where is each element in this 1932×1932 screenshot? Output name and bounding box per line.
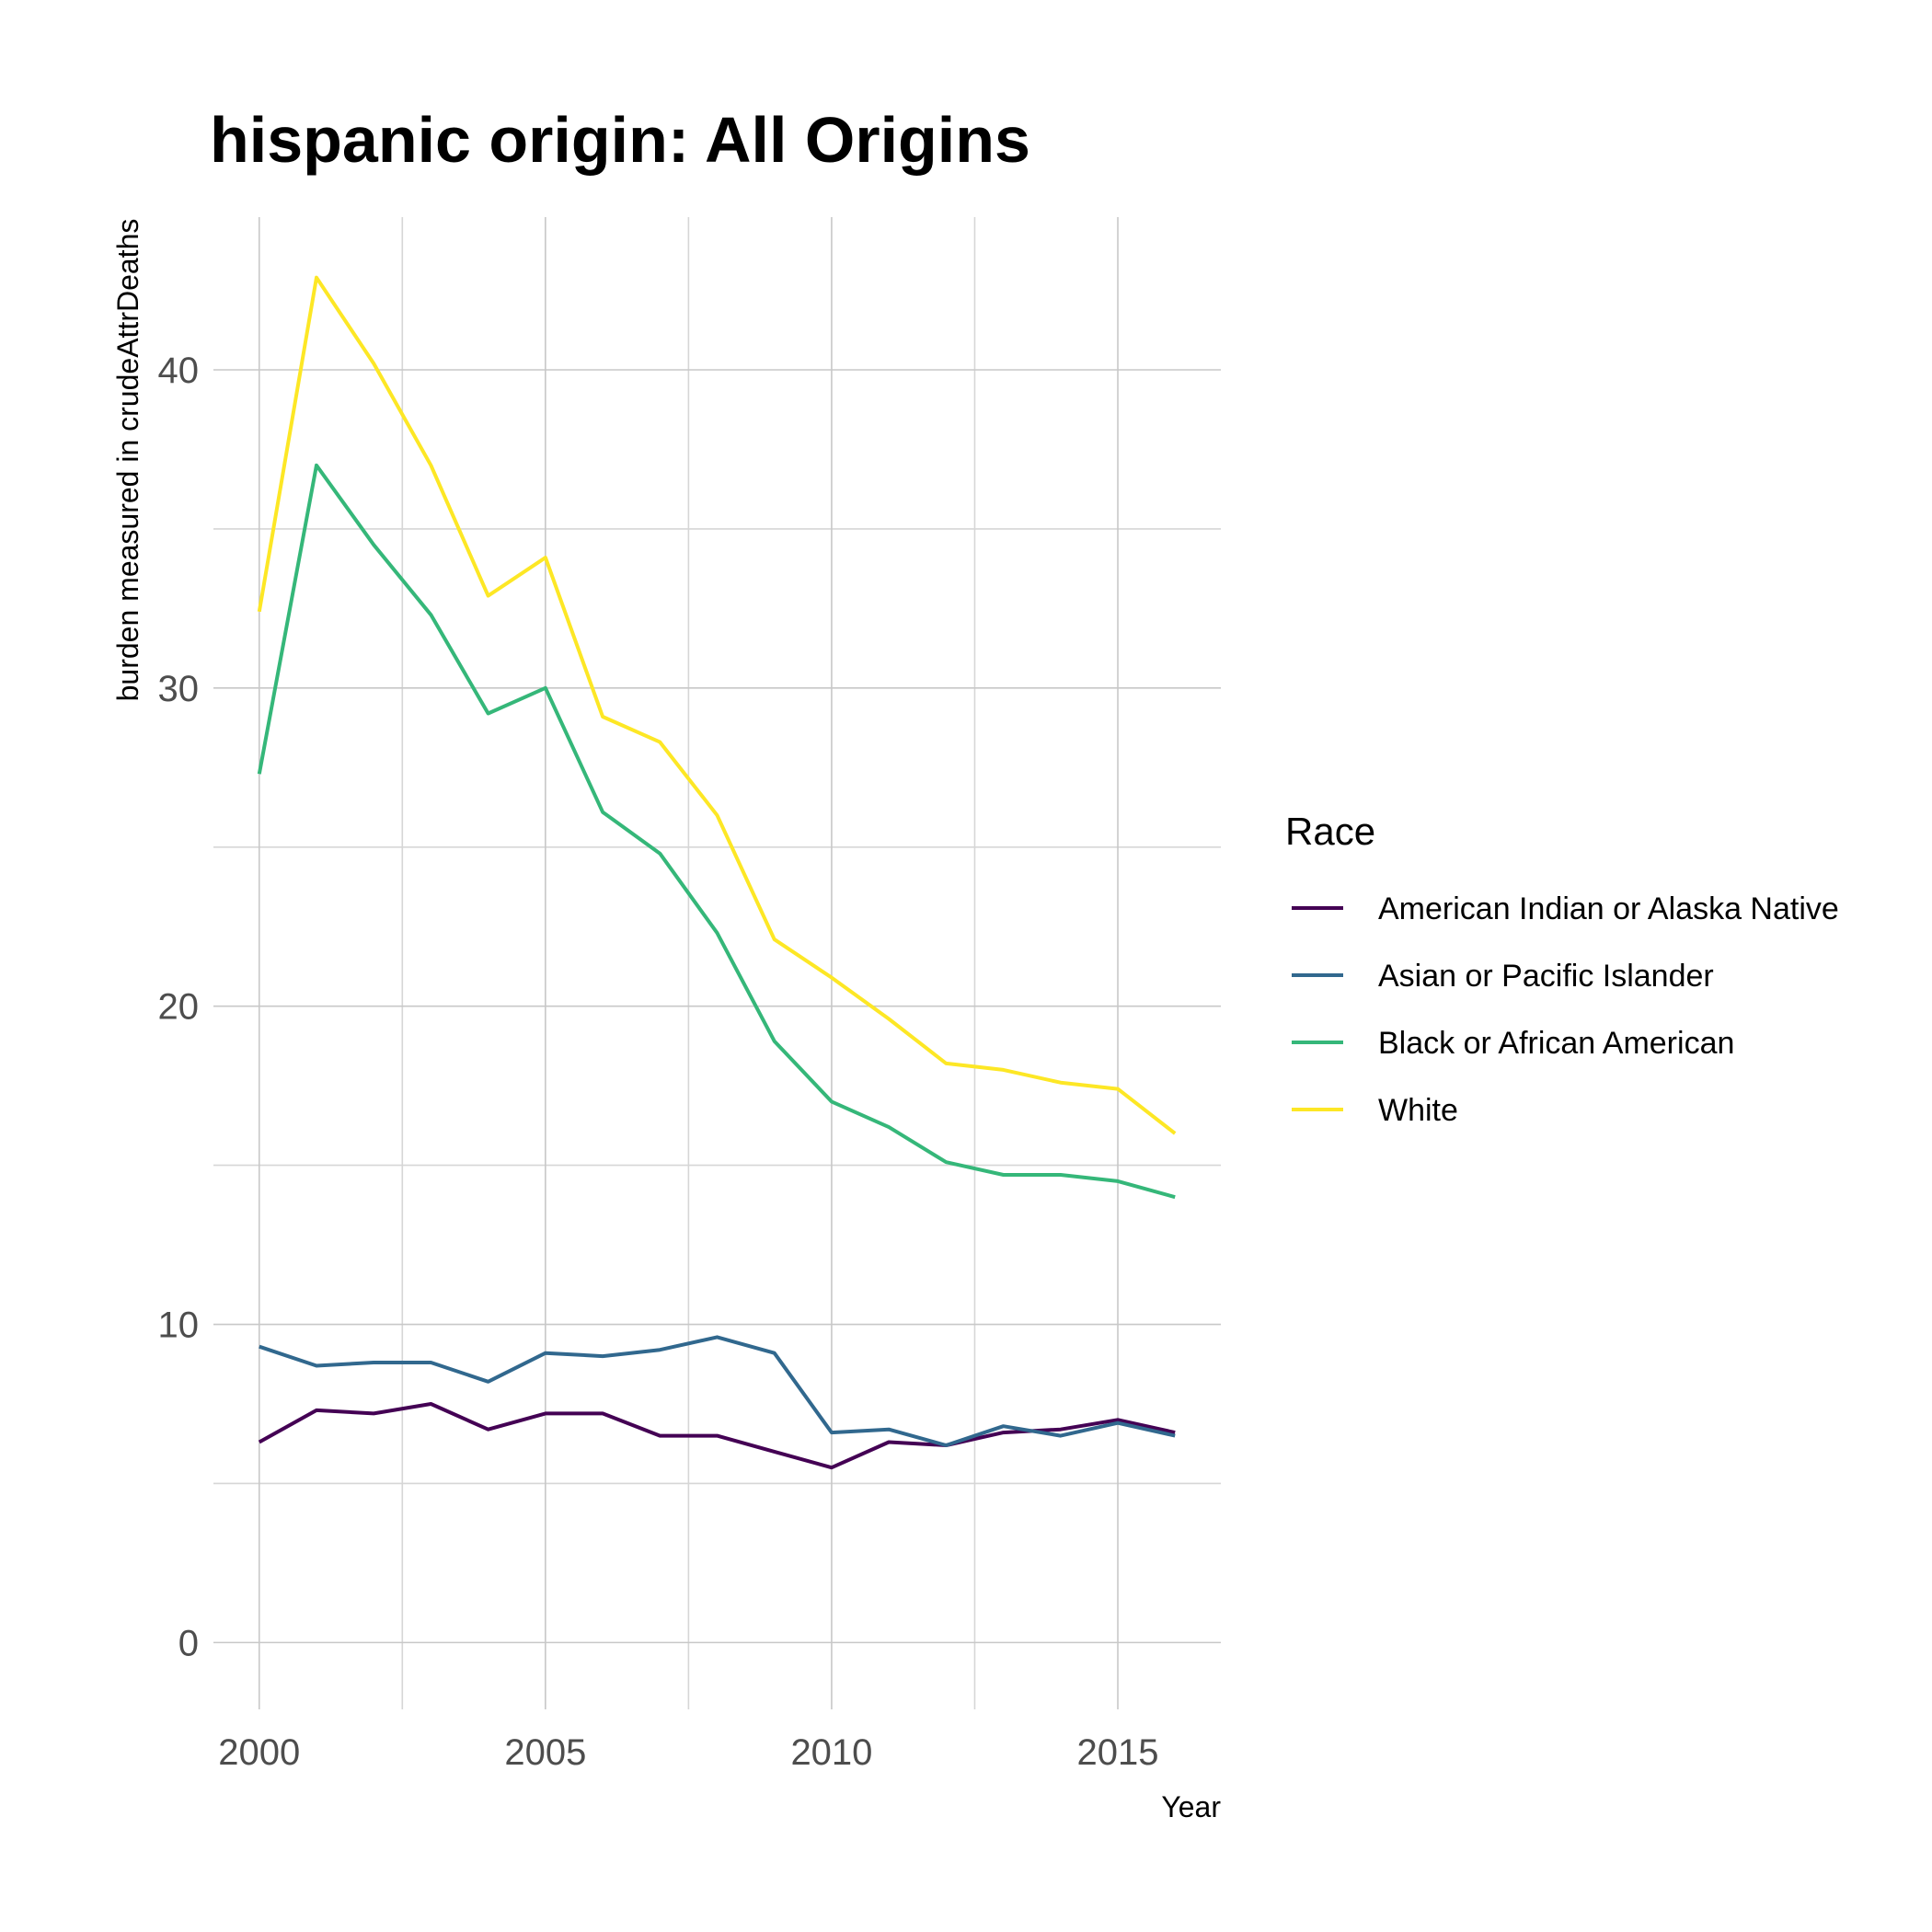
legend-label-asian-or-pacific-islander: Asian or Pacific Islander <box>1378 959 1714 994</box>
y-tick-label: 10 <box>158 1305 200 1346</box>
x-axis-ticks: 2000 2005 2010 2015 <box>218 1732 1158 1773</box>
chart-title: hispanic origin: All Origins <box>210 104 1030 176</box>
y-tick-label: 40 <box>158 351 200 391</box>
legend: Race American Indian or Alaska Native Asi… <box>1285 810 1839 1128</box>
y-tick-label: 30 <box>158 669 200 709</box>
x-tick-label: 2010 <box>790 1732 872 1773</box>
y-axis-ticks: 0 10 20 30 40 <box>158 351 200 1663</box>
legend-label-black-or-african-american: Black or African American <box>1378 1026 1734 1061</box>
x-tick-label: 2000 <box>218 1732 300 1773</box>
series-line-black-or-african-american <box>257 463 1176 1200</box>
series-line-american-indian-or-alaska-native <box>258 1402 1176 1470</box>
series-line-white <box>257 275 1177 1135</box>
x-tick-label: 2005 <box>504 1732 586 1773</box>
legend-items: American Indian or Alaska Native Asian or… <box>1292 891 1839 1128</box>
x-axis-title: Year <box>1161 1790 1221 1823</box>
legend-label-american-indian-or-alaska-native: American Indian or Alaska Native <box>1378 891 1839 926</box>
series-layer <box>257 275 1177 1470</box>
grid-layer <box>213 217 1221 1709</box>
y-axis-title: burden measured in crudeAttrDeaths <box>111 219 144 702</box>
y-tick-label: 0 <box>178 1623 199 1663</box>
legend-title: Race <box>1285 810 1375 853</box>
legend-label-white: White <box>1378 1093 1458 1128</box>
series-line-asian-or-pacific-islander <box>259 1335 1176 1447</box>
y-tick-label: 20 <box>158 987 200 1028</box>
x-tick-label: 2015 <box>1077 1732 1159 1773</box>
